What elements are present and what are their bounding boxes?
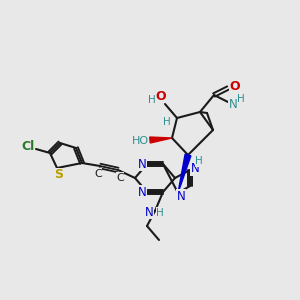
Text: HO: HO [131,136,148,146]
Text: C: C [116,173,124,183]
Text: O: O [156,89,166,103]
Text: O: O [230,80,240,92]
Text: H: H [156,208,164,218]
Text: N: N [138,185,146,199]
Text: H: H [148,95,156,105]
Text: H: H [163,117,171,127]
Text: Cl: Cl [21,140,34,152]
Polygon shape [150,137,172,143]
Text: C: C [94,169,102,179]
Text: H: H [237,94,245,104]
Text: N: N [177,190,185,202]
Text: N: N [145,206,153,218]
Polygon shape [178,154,191,193]
Text: N: N [138,158,146,170]
Text: N: N [229,98,237,110]
Text: S: S [55,169,64,182]
Text: N: N [190,163,200,176]
Text: H: H [195,156,203,166]
